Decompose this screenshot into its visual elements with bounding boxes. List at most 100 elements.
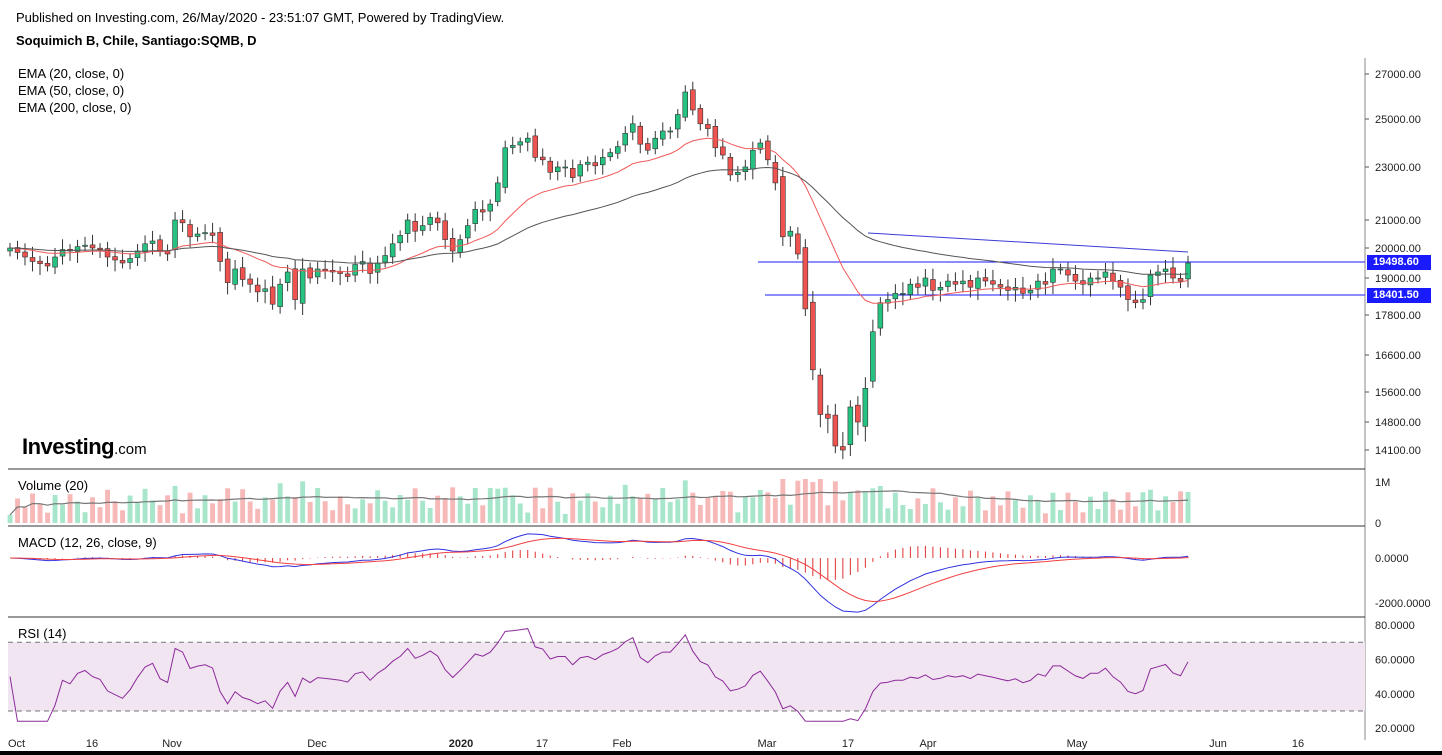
volume-bar	[382, 500, 388, 523]
candle	[607, 148, 613, 162]
volume-bar	[315, 488, 321, 523]
candle	[292, 259, 298, 310]
price-tag-upper: 19498.60	[1367, 255, 1431, 270]
volume-bar	[757, 490, 763, 523]
volume-bar	[262, 497, 268, 523]
candle	[750, 141, 756, 180]
candle	[1170, 257, 1176, 284]
volume-bar	[915, 498, 921, 523]
candle	[982, 268, 989, 287]
volume-bar	[1058, 510, 1063, 523]
volume-bar	[22, 507, 28, 523]
candle	[269, 275, 276, 310]
volume-bar	[517, 503, 523, 523]
candle	[299, 258, 306, 315]
candle	[337, 266, 343, 286]
candle	[584, 156, 591, 172]
volume-bar	[450, 487, 456, 523]
volume-bar	[1035, 501, 1041, 523]
volume-bar	[202, 495, 208, 523]
candle	[599, 148, 606, 175]
volume-bar	[277, 483, 283, 523]
volume-bar	[480, 505, 486, 523]
volume-bar	[1065, 492, 1071, 523]
candle	[464, 218, 471, 245]
candle	[1155, 264, 1161, 286]
volume-bar	[337, 496, 343, 523]
macd-line	[9, 533, 1189, 613]
volume-bar	[172, 486, 178, 523]
volume-bar	[930, 488, 936, 523]
candle	[967, 274, 974, 298]
volume-bar	[75, 501, 80, 523]
volume-bar	[472, 488, 478, 523]
candle	[172, 212, 178, 259]
candle	[1020, 276, 1026, 299]
volume-bar	[292, 497, 298, 523]
volume-bar	[570, 493, 576, 523]
time-axis-tick-label: Mar	[758, 738, 777, 750]
rsi-line	[9, 628, 1189, 722]
volume-bar	[240, 489, 246, 523]
volume-bar	[427, 508, 433, 523]
volume-bar	[742, 496, 748, 523]
volume-bar	[1080, 512, 1086, 523]
volume-bar	[765, 492, 771, 523]
candle	[277, 278, 283, 314]
volume-bar	[1118, 509, 1123, 523]
volume-bar	[1095, 509, 1101, 523]
rsi-axis-tick-label: 80.0000	[1375, 620, 1415, 632]
candle	[997, 278, 1004, 296]
volume-bar	[67, 494, 73, 523]
candle	[817, 368, 824, 428]
candle	[194, 227, 201, 242]
candle	[59, 239, 66, 265]
volume-bar	[510, 495, 516, 523]
price-axis-tick-label: 27000.00	[1375, 69, 1421, 81]
macd-axis-tick-label: 0.0000	[1375, 553, 1409, 565]
volume-bar	[938, 502, 943, 523]
candle	[622, 126, 628, 152]
volume-bar	[577, 500, 583, 523]
volume-bar	[667, 502, 673, 523]
volume-bar	[255, 508, 261, 523]
volume-bar	[637, 497, 643, 523]
volume-bar	[90, 497, 95, 523]
candle	[209, 222, 216, 244]
volume-bar	[983, 510, 988, 523]
volume-ma-line	[9, 490, 1189, 516]
candle	[1177, 272, 1184, 289]
candle	[1012, 278, 1019, 302]
volume-bar	[855, 490, 861, 523]
volume-bar	[1103, 491, 1108, 523]
candle	[397, 230, 403, 251]
candle	[89, 234, 96, 255]
volume-bar	[825, 505, 831, 523]
time-axis-tick-label: 16	[86, 738, 98, 750]
candle	[472, 201, 478, 232]
volume-bar	[405, 499, 411, 523]
candle	[359, 250, 366, 273]
volume-bar	[457, 496, 463, 523]
candle	[810, 291, 816, 381]
candle	[1132, 290, 1139, 309]
candle	[937, 281, 944, 302]
volume-bar	[1163, 496, 1168, 523]
candle	[449, 228, 456, 263]
candle	[427, 212, 433, 232]
volume-bar	[397, 495, 403, 523]
candle	[825, 405, 831, 434]
macd-pane-label: MACD (12, 26, close, 9)	[18, 535, 157, 550]
candle	[682, 85, 688, 122]
macd-axis-tick-label: -2000.0000	[1375, 598, 1431, 610]
volume-bar	[375, 490, 381, 523]
candle	[127, 253, 133, 270]
candle	[554, 161, 561, 181]
price-axis-tick-label: 17800.00	[1375, 310, 1421, 322]
candle	[795, 227, 801, 260]
volume-bar	[420, 500, 426, 523]
volume-bar	[1133, 506, 1138, 523]
volume-bar	[832, 481, 838, 523]
candle	[352, 255, 358, 283]
volume-bar	[352, 508, 358, 523]
